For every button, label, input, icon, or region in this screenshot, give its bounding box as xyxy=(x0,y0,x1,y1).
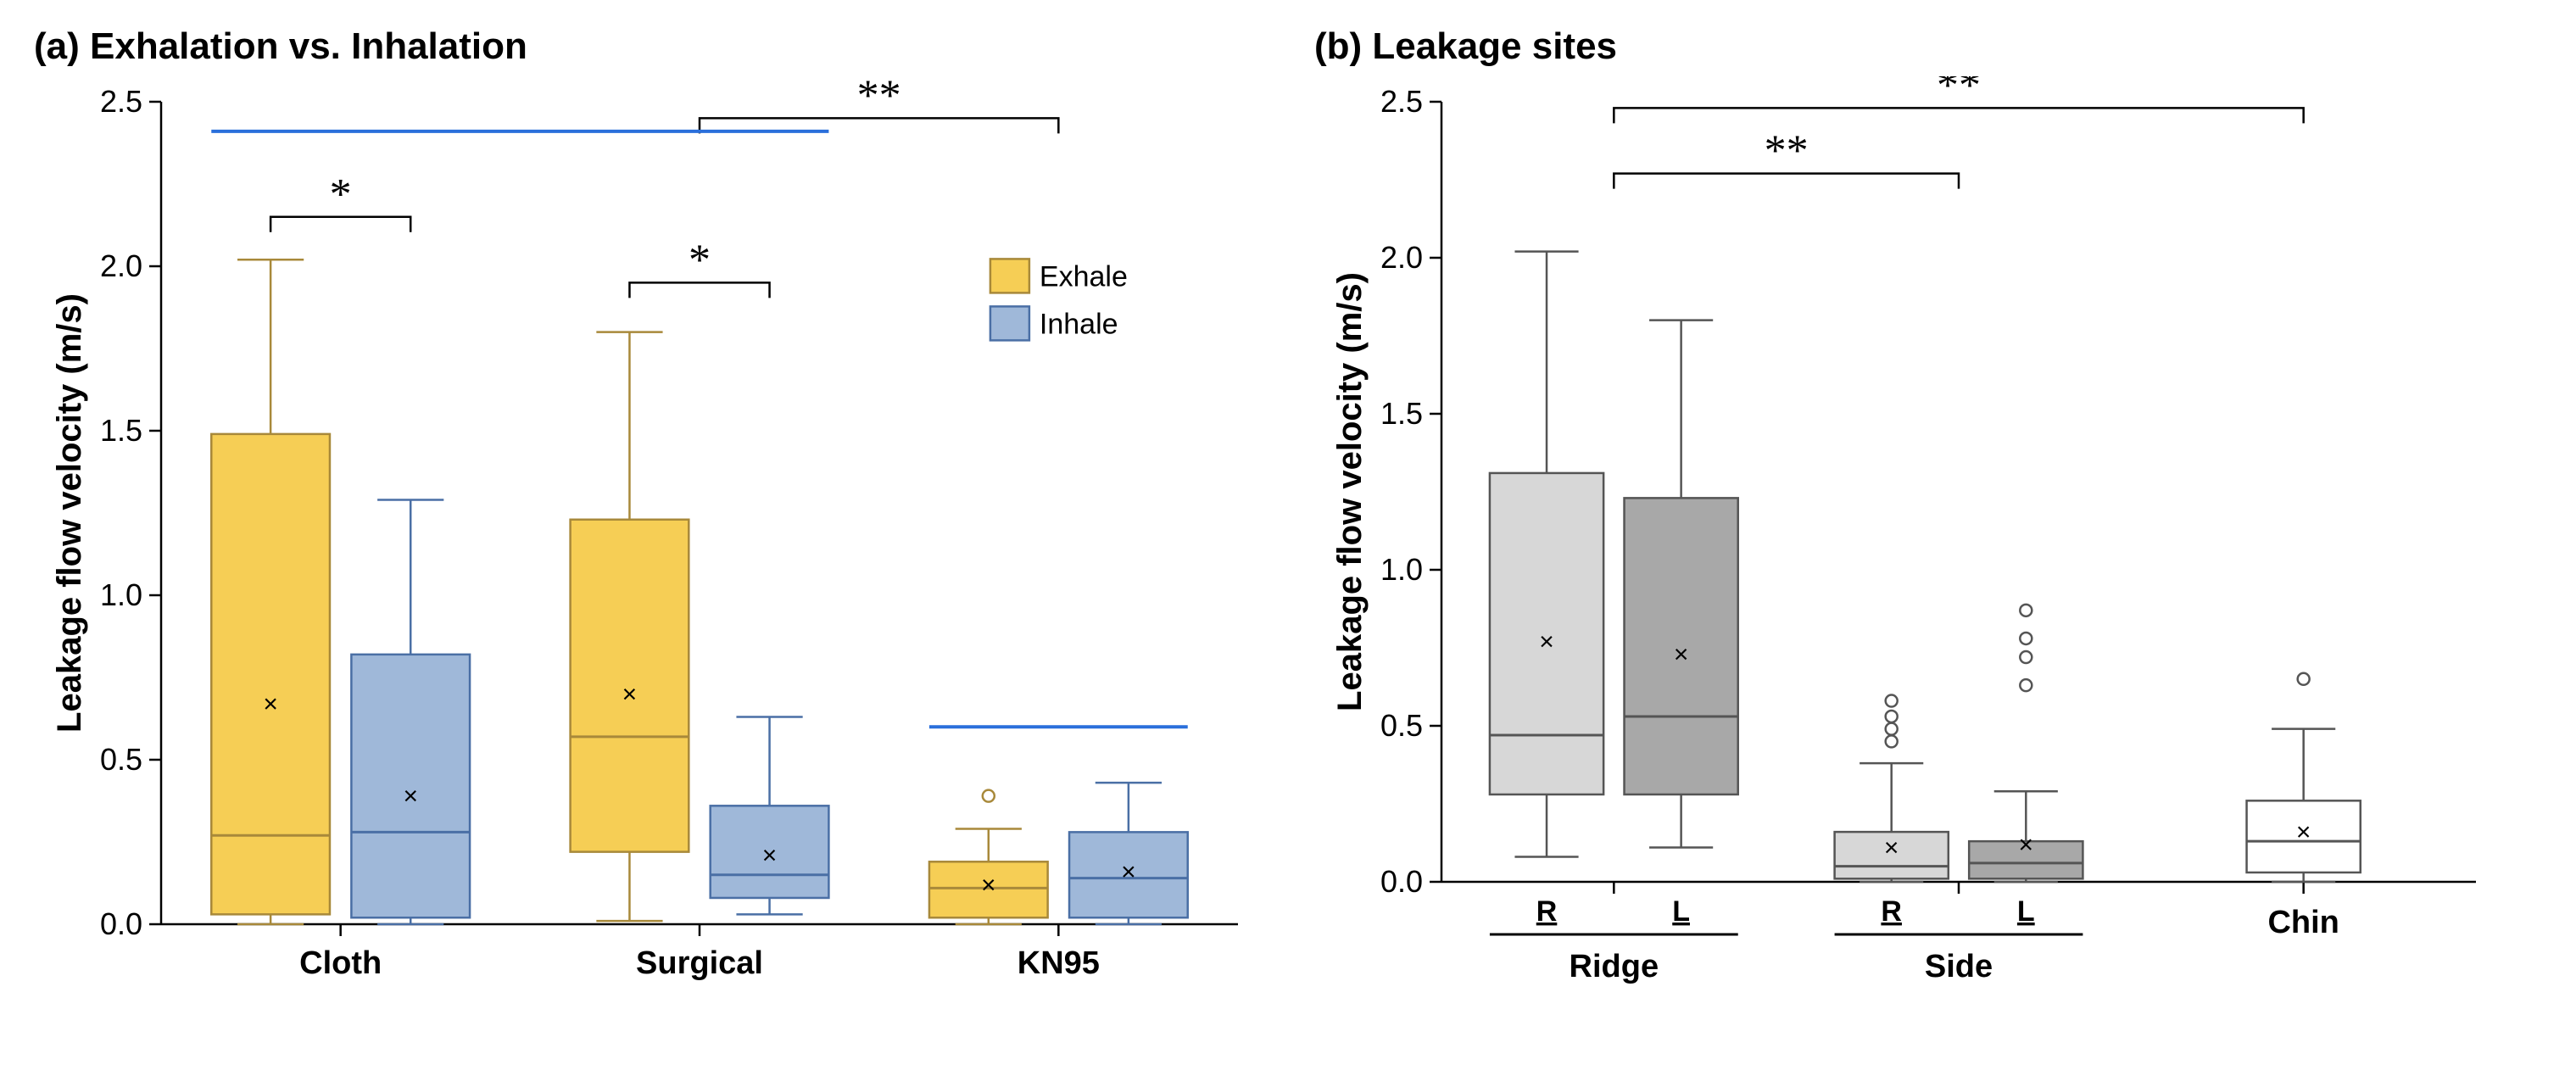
svg-text:×: × xyxy=(403,783,418,811)
svg-text:Side: Side xyxy=(1925,949,1993,984)
svg-text:×: × xyxy=(981,871,996,899)
svg-text:L: L xyxy=(1672,895,1690,928)
svg-text:R: R xyxy=(1881,895,1902,928)
panel-a-title: (a) Exhalation vs. Inhalation xyxy=(34,25,1263,68)
svg-text:×: × xyxy=(263,690,278,718)
svg-text:Chin: Chin xyxy=(2267,905,2339,940)
svg-text:Inhale: Inhale xyxy=(1040,308,1118,340)
svg-text:0.5: 0.5 xyxy=(100,742,142,777)
svg-text:Leakage flow velocity (m/s): Leakage flow velocity (m/s) xyxy=(51,293,88,733)
svg-text:**: ** xyxy=(857,76,901,120)
svg-text:**: ** xyxy=(1937,76,1981,109)
svg-text:2.0: 2.0 xyxy=(100,248,142,283)
svg-text:0.0: 0.0 xyxy=(1380,864,1423,899)
svg-text:0.5: 0.5 xyxy=(1380,708,1423,743)
svg-text:Surgical: Surgical xyxy=(636,945,763,981)
svg-text:×: × xyxy=(2019,831,2034,859)
svg-text:**: ** xyxy=(1765,127,1809,176)
svg-text:1.0: 1.0 xyxy=(1380,552,1423,587)
svg-text:×: × xyxy=(1121,858,1136,886)
svg-text:×: × xyxy=(1884,834,1899,862)
svg-text:0.0: 0.0 xyxy=(100,906,142,941)
svg-text:L: L xyxy=(2017,895,2035,928)
svg-text:Ridge: Ridge xyxy=(1570,949,1659,984)
svg-text:R: R xyxy=(1536,895,1558,928)
svg-text:2.0: 2.0 xyxy=(1380,240,1423,275)
svg-text:1.5: 1.5 xyxy=(100,413,142,448)
svg-text:*: * xyxy=(330,170,352,219)
svg-text:Cloth: Cloth xyxy=(299,945,382,981)
figure-root: (a) Exhalation vs. Inhalation 0.0 0.5 1.0 1… xyxy=(0,0,2576,1076)
panel-a-svg: 0.0 0.5 1.0 1.5 2.0 2.5 Leakage flow velocity … xyxy=(34,76,1263,1026)
panel-b-title: (b) Leakage sites xyxy=(1314,25,2501,68)
svg-text:*: * xyxy=(689,236,711,284)
svg-text:1.5: 1.5 xyxy=(1380,396,1423,431)
panel-b: (b) Leakage sites 0.0 0.5 1.0 1.5 2.0 2.5 Leak… xyxy=(1314,25,2501,1042)
svg-text:2.5: 2.5 xyxy=(100,84,142,119)
svg-text:×: × xyxy=(1539,628,1554,656)
svg-text:×: × xyxy=(762,842,778,870)
svg-text:1.0: 1.0 xyxy=(100,577,142,612)
svg-text:2.5: 2.5 xyxy=(1380,84,1423,119)
svg-text:Leakage flow velocity (m/s): Leakage flow velocity (m/s) xyxy=(1331,272,1369,711)
svg-text:×: × xyxy=(2296,818,2311,846)
panel-b-svg: 0.0 0.5 1.0 1.5 2.0 2.5 Leakage flow velocity … xyxy=(1314,76,2501,1026)
svg-text:Exhale: Exhale xyxy=(1040,260,1128,293)
panel-a: (a) Exhalation vs. Inhalation 0.0 0.5 1.0 1… xyxy=(34,25,1263,1042)
svg-text:×: × xyxy=(1674,640,1689,668)
svg-text:KN95: KN95 xyxy=(1018,945,1100,981)
svg-text:×: × xyxy=(622,680,638,708)
